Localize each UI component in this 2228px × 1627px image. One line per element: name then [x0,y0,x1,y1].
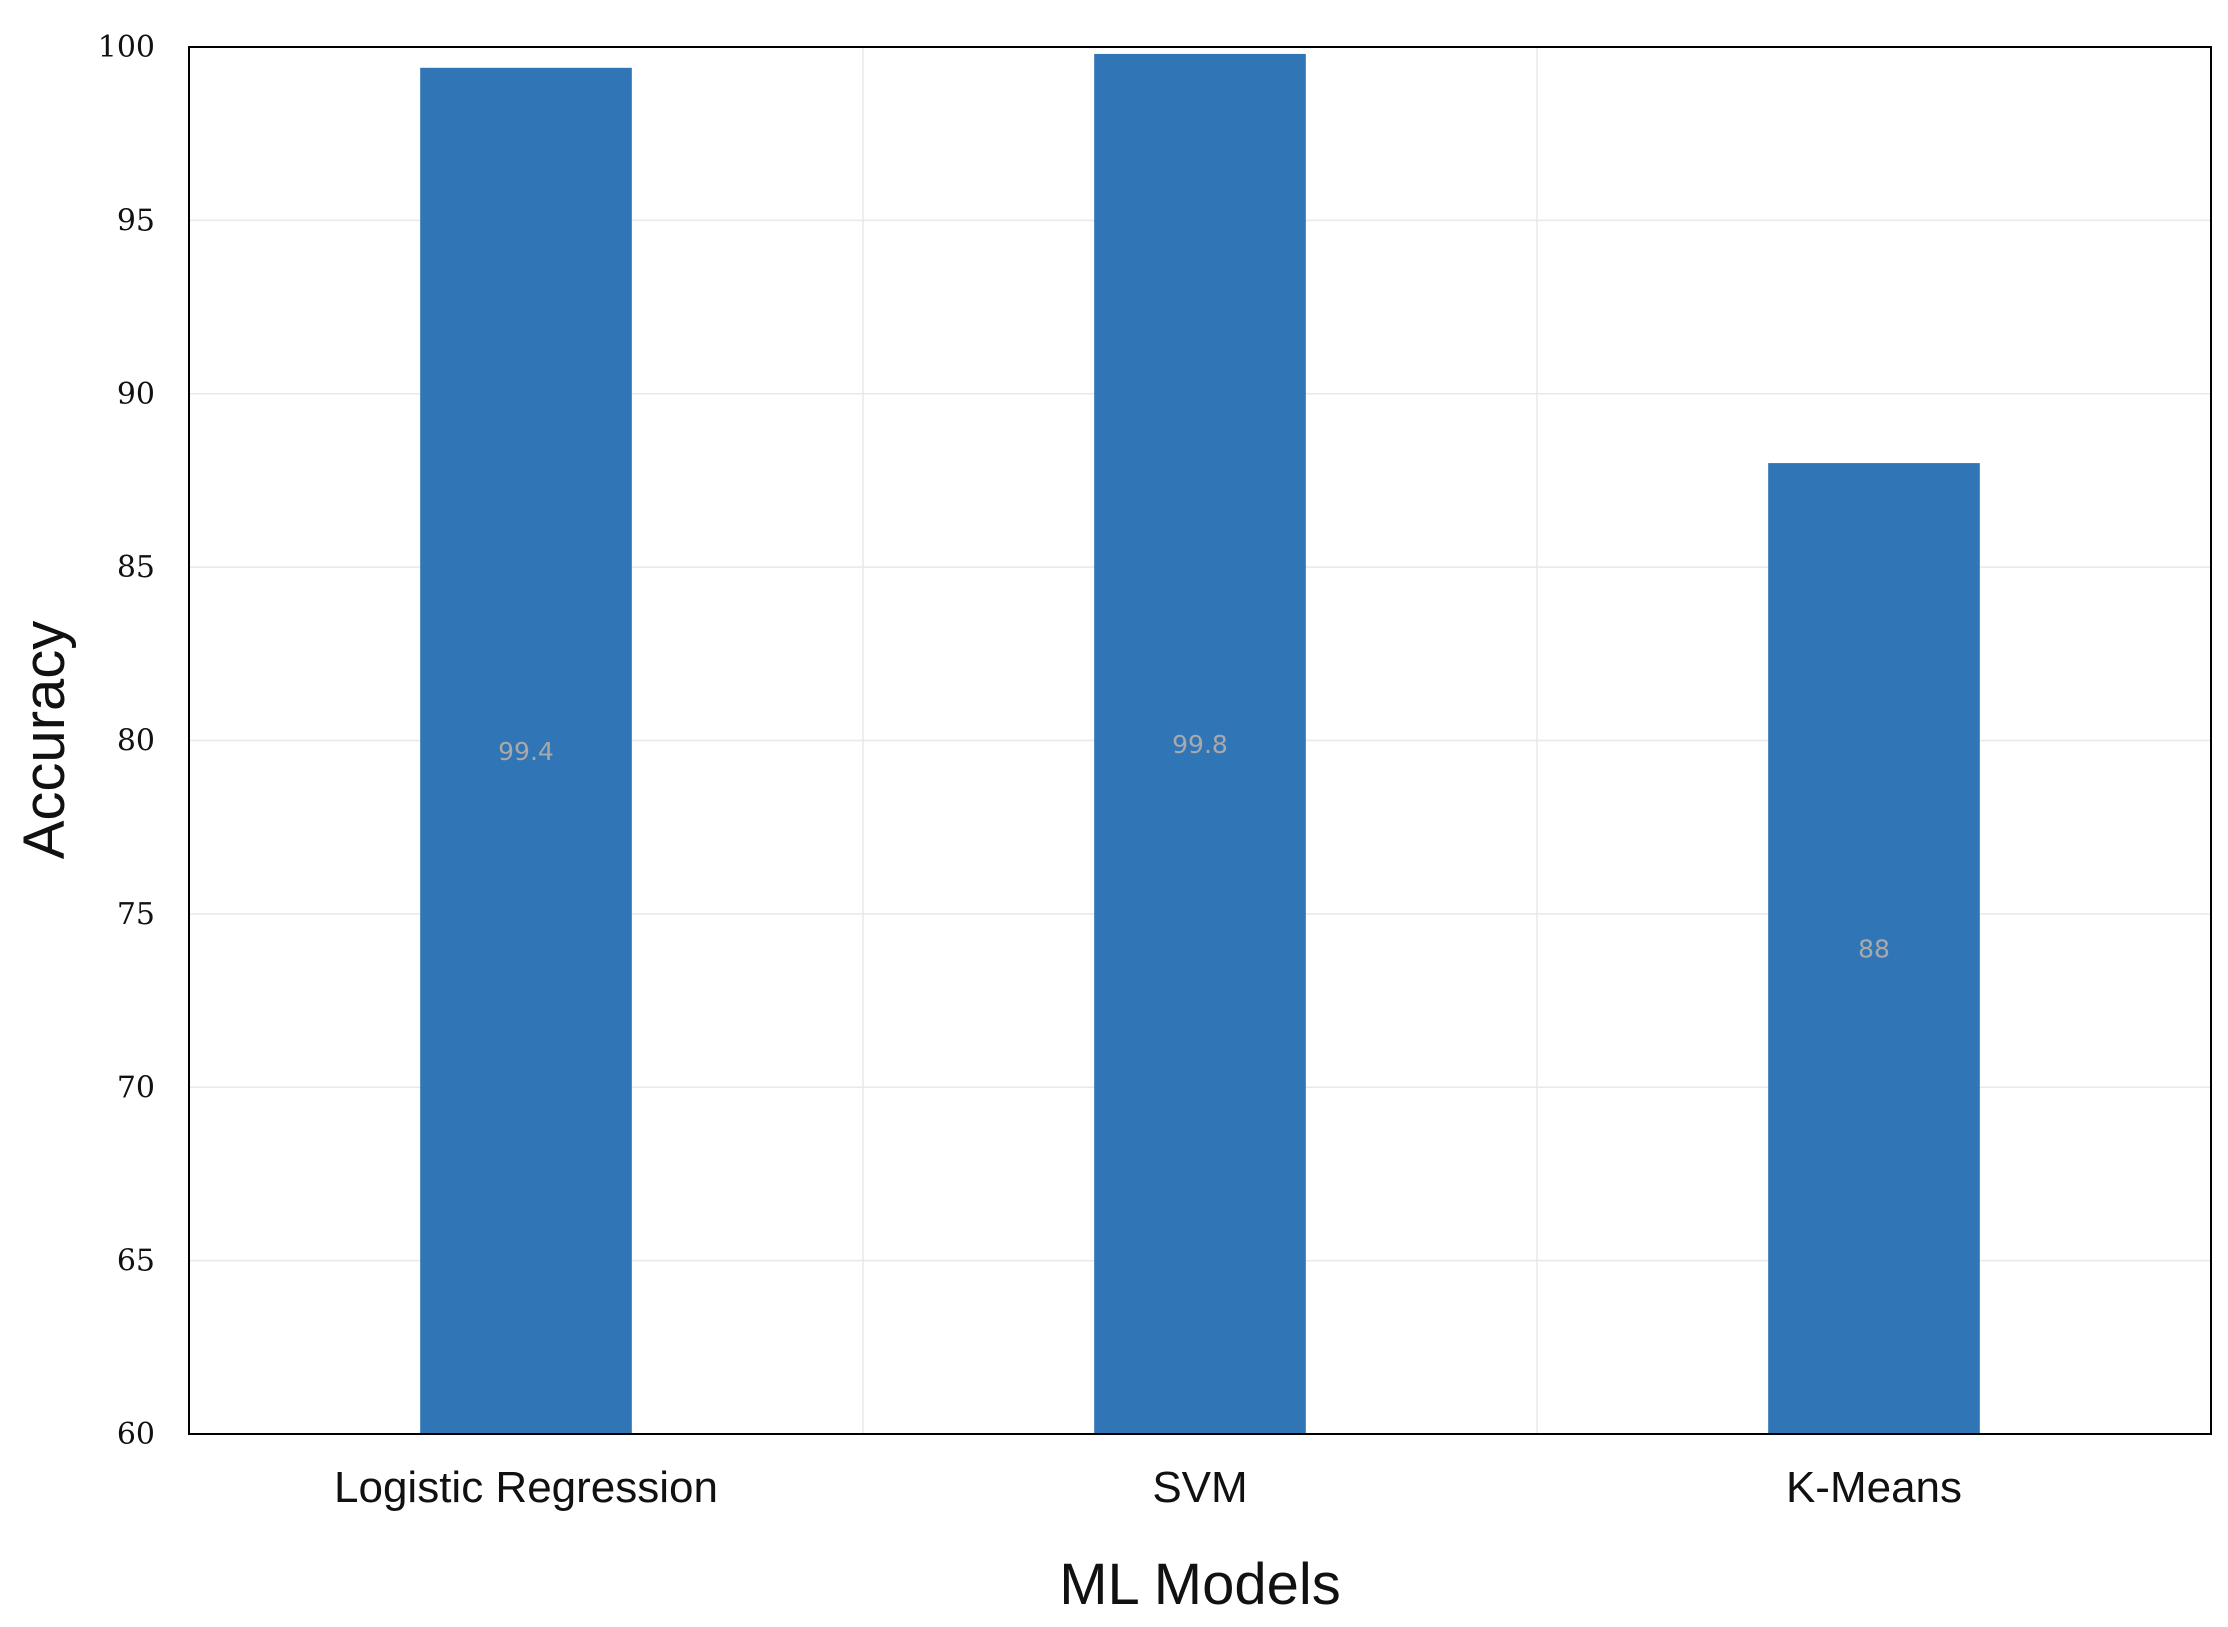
bar [420,67,632,1434]
bar-data-label: 99.4 [498,737,554,766]
y-tick-label: 85 [117,550,155,585]
plot-frame [188,46,2212,1435]
bar-data-label: 99.8 [1172,730,1228,759]
y-tick-label: 90 [117,377,155,412]
y-tick-label: 70 [117,1070,155,1105]
bar [1094,53,1306,1434]
y-tick-label: 60 [117,1417,155,1452]
y-tick-label: 100 [98,30,155,65]
y-tick-label: 95 [117,203,155,238]
bar-data-label: 88 [1858,935,1890,964]
x-tick-labels: Logistic Regression SVM K-Means [334,1463,1962,1512]
y-tick-label: 75 [117,897,155,932]
y-tick-label: 65 [117,1244,155,1279]
y-tick-labels: 60 65 70 75 80 85 90 95 100 [98,30,155,1452]
y-axis-title: Accuracy [12,621,77,860]
x-axis-title: ML Models [1059,1552,1341,1617]
bar [1768,463,1980,1435]
bars [420,53,1980,1435]
x-tick-label: Logistic Regression [334,1463,718,1512]
data-labels: 99.4 99.8 88 [498,730,1890,964]
x-tick-label: SVM [1152,1463,1247,1512]
y-tick-label: 80 [117,724,155,759]
x-tick-label: K-Means [1786,1463,1962,1512]
